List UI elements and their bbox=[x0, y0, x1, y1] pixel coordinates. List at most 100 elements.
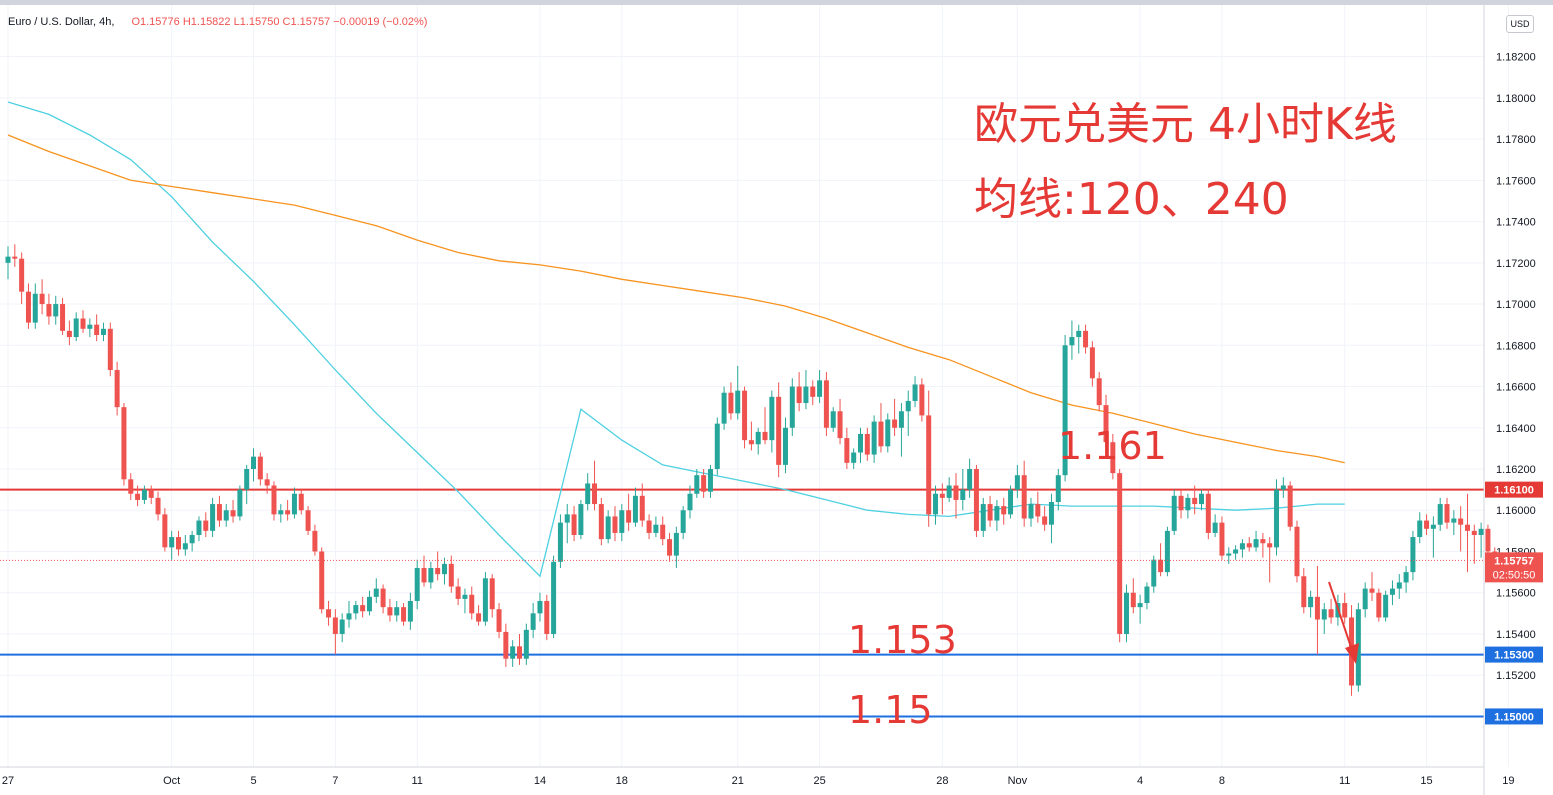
candle-body bbox=[1471, 530, 1477, 535]
candle-body bbox=[312, 530, 318, 552]
level-badge bbox=[1485, 481, 1543, 498]
candle-body bbox=[489, 578, 495, 610]
level-badge bbox=[1485, 646, 1543, 663]
candle-body bbox=[551, 561, 557, 634]
candle-body bbox=[1314, 596, 1320, 620]
time-axis[interactable]: 27 Oct 5 7 11 14 18 21 25 28 Nov 4 8 11 15 19 bbox=[2, 775, 1515, 787]
candle-body bbox=[905, 400, 911, 412]
candle-body bbox=[605, 516, 611, 540]
candle-body bbox=[844, 438, 850, 463]
symbol-name[interactable]: Euro / U.S. Dollar, 4h, bbox=[8, 16, 115, 28]
currency-button[interactable]: USD bbox=[1506, 15, 1534, 33]
candle-body bbox=[196, 520, 202, 535]
down-arrow-icon bbox=[1328, 581, 1359, 664]
candle-body bbox=[1226, 553, 1232, 556]
candle-body bbox=[735, 390, 741, 414]
candle-body bbox=[1001, 506, 1007, 515]
candle-body bbox=[448, 563, 454, 587]
candle-body bbox=[1042, 516, 1048, 525]
candle-body bbox=[1028, 504, 1034, 519]
time-tick-label: 8 bbox=[1219, 775, 1225, 787]
candle-body bbox=[1233, 549, 1239, 554]
candle-body bbox=[100, 328, 106, 335]
candle-body bbox=[510, 646, 516, 659]
candle-body bbox=[1185, 497, 1191, 511]
resistance-label: 1.161 bbox=[1058, 424, 1167, 468]
candle-body bbox=[1376, 592, 1382, 618]
candle-body bbox=[898, 411, 904, 428]
candle-body bbox=[598, 504, 604, 540]
price-tick-label: 1.16000 bbox=[1496, 505, 1536, 517]
time-tick-label: Oct bbox=[163, 775, 180, 787]
candle-body bbox=[1144, 586, 1150, 604]
time-tick-label: 15 bbox=[1420, 775, 1432, 787]
candle-body bbox=[1035, 504, 1041, 517]
chart-annotation-title: 欧元兑美元 4小时K线 bbox=[974, 99, 1397, 150]
candle-body bbox=[626, 510, 632, 523]
candle-body bbox=[1294, 526, 1300, 577]
candle-body bbox=[994, 506, 1000, 521]
candle-body bbox=[858, 433, 863, 453]
candle-body bbox=[462, 594, 468, 599]
candle-body bbox=[339, 619, 345, 634]
price-tick-label: 1.15600 bbox=[1496, 588, 1536, 600]
candle-body bbox=[728, 392, 734, 414]
candle-body bbox=[107, 328, 113, 371]
candle-body bbox=[742, 390, 748, 441]
candle-body bbox=[46, 304, 52, 317]
candle-body bbox=[1321, 609, 1327, 620]
time-tick-label: 7 bbox=[332, 775, 338, 787]
candle-body bbox=[141, 489, 147, 500]
candle-body bbox=[94, 324, 100, 335]
candle-body bbox=[1171, 495, 1177, 531]
candle-body bbox=[776, 396, 782, 465]
candle-body bbox=[373, 588, 379, 597]
candle-body bbox=[5, 256, 11, 263]
candle-body bbox=[748, 440, 754, 445]
candle-body bbox=[1424, 520, 1430, 529]
candle-body bbox=[653, 524, 659, 533]
ma-line bbox=[7, 134, 1345, 464]
candle-body bbox=[12, 256, 18, 259]
candle-body bbox=[1260, 539, 1266, 544]
candle-body bbox=[285, 510, 291, 515]
candle-body bbox=[830, 411, 836, 428]
candle-body bbox=[823, 380, 829, 428]
candle-body bbox=[1137, 603, 1143, 608]
last-price-badge bbox=[1485, 552, 1543, 583]
candle-body bbox=[455, 586, 461, 599]
price-tick-label: 1.16200 bbox=[1496, 464, 1536, 476]
candle-body bbox=[1117, 473, 1123, 634]
price-tick-label: 1.16800 bbox=[1496, 340, 1536, 352]
candle-body bbox=[1417, 520, 1423, 538]
support-label-1: 1.153 bbox=[848, 618, 957, 662]
time-tick-label: 21 bbox=[732, 775, 744, 787]
candle-body bbox=[176, 537, 181, 550]
time-tick-label: 4 bbox=[1137, 775, 1143, 787]
price-tick-label: 1.15400 bbox=[1496, 629, 1536, 641]
candle-body bbox=[230, 510, 236, 517]
candle-body bbox=[148, 489, 154, 498]
chart-annotation-ma: 均线:120、240 bbox=[974, 174, 1289, 225]
candle-body bbox=[1219, 522, 1225, 556]
price-tick-label: 1.16600 bbox=[1496, 382, 1536, 394]
candle-body bbox=[414, 567, 420, 601]
candle-body bbox=[1430, 524, 1436, 529]
level-badge-text: 1.15000 bbox=[1494, 711, 1534, 723]
candle-body bbox=[441, 563, 447, 575]
candle-body bbox=[537, 600, 543, 614]
candle-body bbox=[803, 386, 809, 404]
candle-body bbox=[87, 324, 93, 329]
candle-body bbox=[1267, 543, 1273, 548]
candle-body bbox=[980, 504, 986, 531]
candle-body bbox=[946, 485, 952, 498]
top-bar bbox=[0, 0, 1553, 5]
candle-body bbox=[1458, 518, 1464, 525]
candle-body bbox=[1158, 559, 1164, 573]
candle-body bbox=[353, 605, 359, 614]
candle-body bbox=[332, 617, 338, 634]
symbol-legend[interactable]: Euro / U.S. Dollar, 4h, O1.15776 H1.1582… bbox=[8, 16, 427, 28]
candle-body bbox=[933, 493, 939, 515]
candle-body bbox=[687, 493, 693, 511]
